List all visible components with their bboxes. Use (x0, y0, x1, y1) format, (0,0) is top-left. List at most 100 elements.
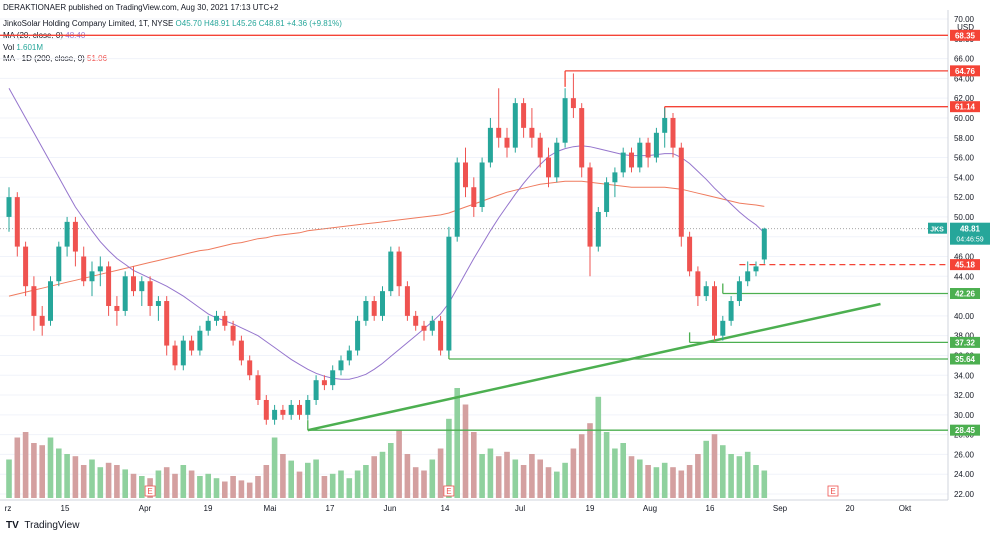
candle-body (313, 380, 319, 400)
volume-bar (487, 448, 494, 498)
trendline (307, 302, 881, 432)
candle-body (712, 286, 717, 336)
x-tick-label: 17 (326, 504, 335, 513)
volume-bar (446, 418, 452, 498)
volume-bar (139, 476, 145, 498)
candle-body (263, 399, 269, 420)
volume-bar (587, 423, 593, 498)
candle-body (612, 172, 618, 183)
candle-body (197, 330, 203, 351)
candle-body (122, 276, 128, 311)
candle-body (662, 117, 668, 133)
y-tick-label: 58.00 (954, 134, 975, 143)
volume-bar (130, 473, 137, 498)
candle-body (81, 256, 87, 282)
volume-bar (703, 440, 709, 498)
y-tick-label: 62.00 (954, 94, 975, 103)
y-tick-label: 24.00 (954, 470, 975, 479)
candle-body (363, 301, 369, 321)
volume-bar (728, 454, 734, 498)
candle-body (720, 320, 726, 336)
candle-body (761, 228, 767, 260)
volume-bar (155, 470, 162, 498)
candle-body (97, 266, 103, 272)
candle-body (238, 340, 244, 361)
candle-body (6, 197, 12, 217)
volume-bar (637, 459, 643, 498)
candle-body (330, 370, 336, 386)
volume-bar (64, 454, 70, 498)
volume-bar (437, 448, 444, 498)
y-tick-label: 34.00 (954, 371, 975, 380)
volume-bar (720, 445, 726, 498)
volume-bar (72, 456, 79, 498)
y-tick-label: 64.00 (954, 74, 975, 83)
y-tick-label: 46.00 (954, 253, 975, 262)
x-tick-label: Jun (384, 504, 397, 513)
candle-body (421, 325, 427, 331)
candle-body (172, 345, 178, 366)
symbol-tag-bg (928, 222, 947, 234)
volume-bar (479, 454, 485, 498)
volume-bar (562, 462, 568, 498)
y-tick-label: 30.00 (954, 411, 975, 420)
volume-bar (429, 459, 436, 498)
volume-bar (670, 467, 676, 498)
candle-body (48, 281, 53, 321)
volume-label: Vol (3, 43, 15, 52)
candle-body (629, 152, 634, 168)
level-tag (950, 424, 980, 436)
candle-body (338, 360, 344, 371)
candle-body (504, 137, 510, 148)
earnings-marker-label: E (446, 487, 451, 496)
volume-bar (89, 459, 95, 498)
candle-body (23, 246, 29, 287)
volume-bar (761, 470, 768, 498)
candle-body (479, 162, 485, 208)
candle-body (670, 117, 676, 148)
publisher-line: DERAKTIONAER published on TradingView.co… (3, 3, 278, 13)
open-value: O45.70 (175, 19, 202, 28)
volume-bar (695, 454, 701, 498)
change-value: +4.36 (+9.81%) (286, 19, 342, 28)
y-tick-label: 60.00 (954, 114, 975, 123)
candle-body (255, 375, 261, 400)
volume-bar (645, 465, 651, 498)
volume-bar (321, 476, 328, 498)
volume-bar (603, 432, 610, 498)
x-tick-label: Jul (515, 504, 525, 513)
candle-body (205, 320, 211, 331)
candle-body (147, 281, 153, 306)
candle-body (521, 103, 527, 128)
candle-body (14, 197, 20, 247)
candle-body (230, 325, 236, 341)
candle-body (321, 380, 327, 386)
volume-bar (379, 451, 386, 498)
volume-bar (554, 471, 560, 498)
volume-bar (180, 465, 187, 498)
level-tag-value: 35.64 (955, 355, 976, 364)
volume-bar (288, 460, 294, 498)
volume-bar (163, 467, 170, 498)
level-tag-value: 45.18 (955, 261, 976, 270)
x-tick-label: Okt (899, 504, 912, 513)
x-tick-label: 19 (204, 504, 213, 513)
low-value: L45.26 (232, 19, 257, 28)
volume-bar (354, 470, 361, 498)
volume-bar (6, 459, 12, 498)
candle-body (695, 271, 701, 297)
volume-bar (545, 467, 552, 498)
candle-body (753, 266, 759, 272)
candle-body (529, 127, 535, 138)
candle-body (678, 147, 684, 237)
candle-body (562, 98, 568, 143)
y-tick-label: 44.00 (954, 272, 975, 281)
candle-body (645, 142, 651, 158)
y-tick-label: 26.00 (954, 450, 975, 459)
candle-body (346, 350, 352, 361)
candle-body (106, 266, 112, 306)
candle-body (89, 271, 95, 282)
x-tick-label: 20 (846, 504, 855, 513)
candle-body (438, 320, 444, 351)
